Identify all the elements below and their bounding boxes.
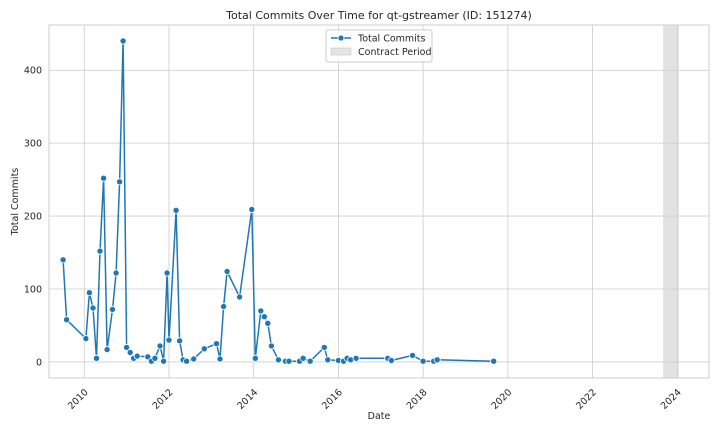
y-tick-label: 300 (24, 139, 42, 150)
grid-lines (49, 25, 709, 378)
data-point (223, 267, 231, 275)
data-point (160, 357, 168, 365)
data-point (59, 256, 67, 264)
data-point (248, 205, 256, 213)
data-point (100, 174, 108, 182)
y-axis-ticks: 0 100 200 300 400 (24, 66, 42, 369)
data-point (119, 37, 127, 45)
data-point (151, 354, 159, 362)
y-tick-label: 0 (36, 357, 42, 368)
data-point (165, 336, 173, 344)
data-point (433, 356, 441, 364)
data-point (82, 335, 90, 343)
data-point (264, 319, 272, 327)
series (59, 37, 498, 365)
data-point (109, 305, 117, 313)
data-point (490, 357, 498, 365)
data-point (200, 345, 208, 353)
data-point (133, 352, 141, 360)
y-tick-label: 400 (24, 66, 42, 77)
plot-background (48, 24, 710, 379)
legend-box (325, 29, 433, 63)
data-point (285, 357, 293, 365)
shaded-regions (663, 25, 679, 378)
data-point (103, 346, 111, 354)
legend-label-contract-period: Contract Period (358, 47, 432, 58)
data-point (299, 354, 307, 362)
data-point (163, 269, 171, 277)
legend-label-total-commits: Total Commits (357, 34, 426, 45)
data-point (216, 355, 224, 363)
data-point (183, 357, 191, 365)
chart-title: Total Commits Over Time for qt-gstreamer… (225, 9, 532, 22)
data-point (352, 354, 360, 362)
data-point (126, 348, 134, 356)
data-point (123, 343, 131, 351)
plot-area (48, 24, 710, 379)
data-point (190, 355, 198, 363)
legend-marker-icon (337, 34, 345, 42)
data-point (306, 357, 314, 365)
y-tick-label: 100 (24, 285, 42, 296)
data-point (408, 351, 416, 359)
data-point (274, 356, 282, 364)
data-point (176, 337, 184, 345)
data-point (220, 302, 228, 310)
data-point (63, 316, 71, 324)
data-point (89, 304, 97, 312)
data-point (251, 354, 259, 362)
data-point (260, 313, 268, 321)
data-point (387, 356, 395, 364)
data-point (212, 340, 220, 348)
legend-patch-icon (330, 47, 352, 56)
data-point (85, 289, 93, 297)
y-axis-label: Total Commits (10, 168, 21, 237)
x-axis-label: Date (368, 411, 391, 422)
data-point (116, 178, 124, 186)
data-point (320, 343, 328, 351)
data-point (156, 342, 164, 350)
legend: Total Commits Contract Period (325, 29, 433, 63)
data-point (93, 354, 101, 362)
data-point (324, 356, 332, 364)
data-point (419, 357, 427, 365)
data-point (112, 269, 120, 277)
contract-period-region (663, 25, 679, 378)
data-point (144, 353, 152, 361)
y-tick-label: 200 (24, 212, 42, 223)
data-point (96, 247, 104, 255)
data-point (257, 307, 265, 315)
data-point (236, 293, 244, 301)
data-point (172, 206, 180, 214)
data-point (267, 342, 275, 350)
